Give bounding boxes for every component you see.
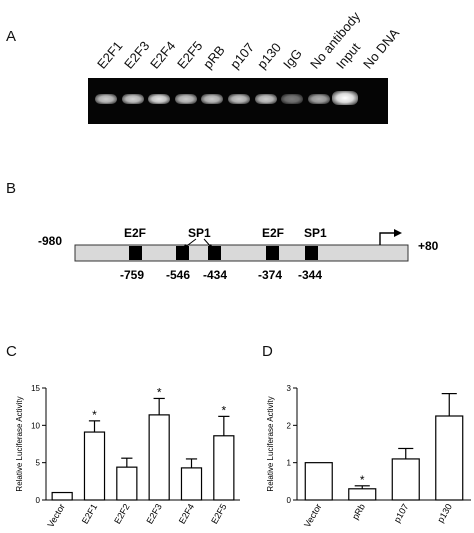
y-axis-label: Relative Luciferase Activity bbox=[266, 396, 275, 491]
y-tick-label: 15 bbox=[31, 384, 40, 393]
gel-band bbox=[121, 94, 144, 104]
y-tick-label: 0 bbox=[287, 496, 292, 505]
bar bbox=[51, 491, 73, 501]
gel-band bbox=[228, 94, 250, 104]
site-label-e2f-1: E2F bbox=[124, 226, 146, 240]
gel-band bbox=[95, 94, 117, 104]
significance-marker: * bbox=[92, 408, 97, 422]
y-tick-label: 5 bbox=[36, 459, 41, 468]
x-tick-label: E2F2 bbox=[112, 502, 131, 526]
gel-lane-label: No DNA bbox=[360, 25, 403, 72]
x-tick-label: E2F1 bbox=[80, 502, 99, 526]
x-tick-label: Vector bbox=[45, 502, 66, 529]
bar bbox=[435, 415, 464, 501]
gel-lane-label: E2F4 bbox=[147, 38, 179, 72]
gel-lane-label: p130 bbox=[253, 39, 284, 72]
x-tick-label: E2F5 bbox=[209, 502, 228, 526]
bar bbox=[213, 435, 235, 501]
position-label-3: -434 bbox=[203, 268, 227, 282]
significance-marker: * bbox=[221, 403, 226, 417]
gel-lane-label: E2F3 bbox=[120, 38, 153, 72]
site-label-e2f-2: E2F bbox=[262, 226, 284, 240]
gel-lane-label: IgG bbox=[280, 45, 306, 72]
promoter-end-label: +80 bbox=[418, 239, 439, 253]
bar bbox=[116, 466, 138, 501]
bar bbox=[348, 488, 377, 501]
x-tick-label: Vector bbox=[302, 502, 323, 529]
gel-band bbox=[254, 94, 277, 104]
position-label-1: -759 bbox=[120, 268, 144, 282]
promoter-start-label: -980 bbox=[38, 234, 62, 248]
position-label-4: -374 bbox=[258, 268, 282, 282]
gel-image bbox=[88, 78, 388, 124]
sp1-site-box-2 bbox=[208, 246, 221, 260]
gel-band bbox=[281, 94, 304, 104]
y-tick-label: 2 bbox=[287, 421, 292, 430]
significance-marker: * bbox=[157, 385, 162, 399]
panel-label-c: C bbox=[6, 343, 17, 360]
transcription-start-arrowhead bbox=[394, 229, 402, 237]
promoter-bar bbox=[74, 244, 409, 262]
significance-marker: * bbox=[360, 473, 365, 487]
gel-band bbox=[174, 94, 197, 104]
gel-lane-label: p107 bbox=[227, 39, 258, 72]
x-tick-label: p107 bbox=[392, 502, 411, 524]
panel-label-d: D bbox=[262, 343, 273, 360]
bar bbox=[148, 414, 170, 501]
position-label-5: -344 bbox=[298, 268, 322, 282]
x-tick-label: E2F3 bbox=[144, 502, 163, 526]
panel-label-a: A bbox=[6, 28, 17, 45]
position-label-2: -546 bbox=[166, 268, 190, 282]
sp1-site-box-1 bbox=[176, 246, 189, 260]
sp1-arrowhead-left bbox=[183, 244, 188, 249]
gel-band bbox=[332, 91, 359, 105]
site-label-sp1-2: SP1 bbox=[304, 226, 327, 240]
sp1-site-box-3 bbox=[305, 246, 318, 260]
chart-d: Relative Luciferase Activity 0 1 2 3 Vector * p… bbox=[266, 384, 471, 529]
y-tick-label: 3 bbox=[287, 384, 292, 393]
promoter-diagram: -980 +80 E2F SP1 E2F SP1 -759 -546 -434 … bbox=[38, 226, 439, 282]
gel-lane-label: E2F1 bbox=[94, 38, 126, 72]
y-axis-label: Relative Luciferase Activity bbox=[15, 396, 24, 491]
y-tick-label: 0 bbox=[36, 496, 41, 505]
x-tick-label: E2F4 bbox=[177, 502, 196, 526]
transcription-start-arrow bbox=[379, 232, 396, 245]
bar bbox=[304, 462, 333, 501]
x-tick-label: p130 bbox=[435, 502, 454, 524]
chart-c: Relative Luciferase Activity 0 5 10 15 Vector… bbox=[15, 384, 240, 529]
panel-label-b: B bbox=[6, 180, 17, 197]
x-tick-label: pRb bbox=[350, 502, 367, 521]
e2f-site-box-2 bbox=[266, 246, 279, 260]
gel-band bbox=[307, 94, 330, 104]
gel-band bbox=[201, 94, 224, 104]
e2f-site-box-1 bbox=[129, 246, 142, 260]
sp1-arrowhead-right bbox=[208, 244, 213, 249]
gel-lane-label: E2F5 bbox=[173, 38, 206, 72]
bar bbox=[180, 467, 203, 501]
gel-band bbox=[148, 94, 171, 104]
y-tick-label: 1 bbox=[287, 459, 292, 468]
site-label-sp1-1: SP1 bbox=[188, 226, 211, 240]
bar bbox=[391, 458, 420, 501]
y-tick-label: 10 bbox=[31, 421, 40, 430]
bar bbox=[83, 431, 106, 501]
